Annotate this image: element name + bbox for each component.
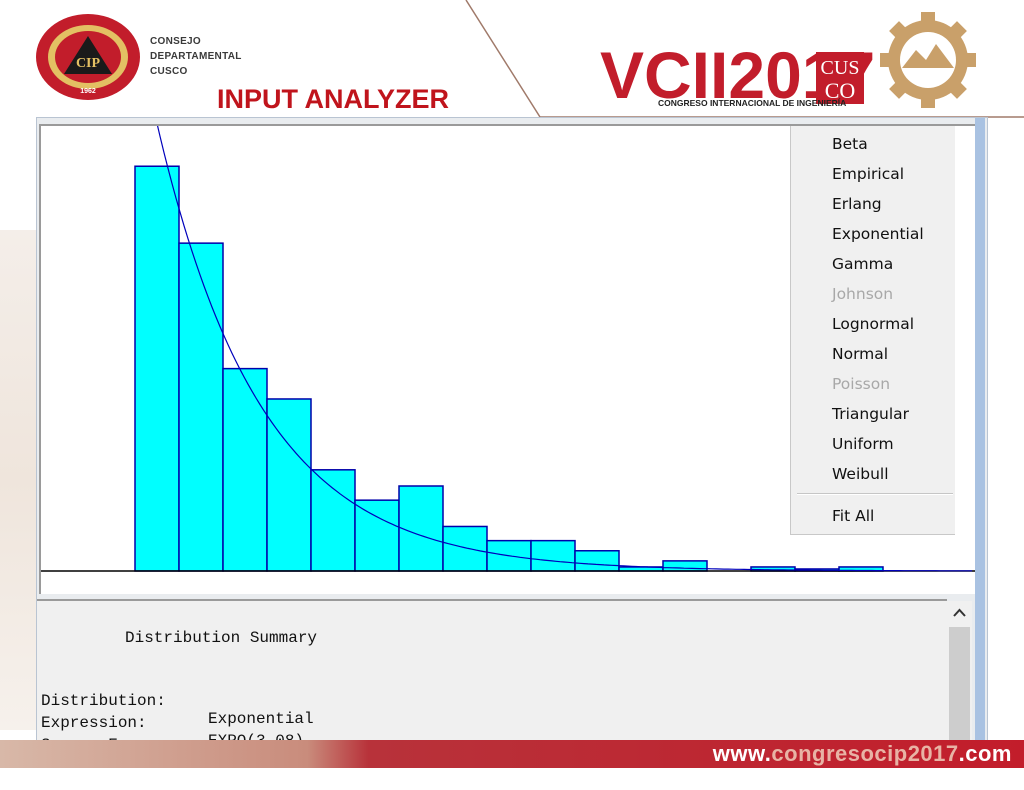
menu-item-beta[interactable]: Beta — [832, 135, 868, 153]
vcii-city-top: CUS — [821, 57, 860, 79]
summary-label: Expression: — [41, 714, 147, 732]
org-line-2: DEPARTAMENTAL — [150, 51, 242, 62]
menu-item-gamma[interactable]: Gamma — [832, 255, 894, 273]
summary-label: Distribution: — [41, 692, 166, 710]
window-right-border — [975, 118, 985, 758]
distribution-fit-menu: Beta Empirical Erlang Exponential Gamma Johns… — [790, 126, 955, 535]
menu-item-poisson: Poisson — [832, 375, 891, 393]
fitted-exponential-curve — [156, 126, 972, 572]
org-line-3: CUSCO — [150, 66, 188, 77]
distribution-summary-pane: Distribution Summary Distribution: Expon… — [37, 599, 947, 772]
menu-item-fit-all[interactable]: Fit All — [832, 507, 875, 525]
scroll-up-arrow-icon[interactable] — [951, 603, 968, 623]
histogram-bar — [442, 525, 488, 572]
histogram-bar — [530, 539, 576, 572]
menu-item-triangular[interactable]: Triangular — [832, 405, 910, 423]
vcii-subtitle: CONGRESO INTERNACIONAL DE INGENIERÍA — [658, 98, 846, 108]
website-url[interactable]: www.congresocip2017.com — [713, 741, 1012, 767]
footer-bar — [0, 740, 1024, 768]
left-decorative-band — [0, 230, 40, 730]
summary-row-distribution: Distribution: Exponential — [37, 674, 314, 746]
org-name: CONSEJO DEPARTAMENTAL CUSCO — [150, 34, 242, 79]
menu-item-empirical[interactable]: Empirical — [832, 165, 905, 183]
org-line-1: CONSEJO — [150, 36, 202, 47]
vcii-city-bottom: CO — [825, 78, 856, 103]
menu-item-lognormal[interactable]: Lognormal — [832, 315, 914, 333]
menu-item-uniform[interactable]: Uniform — [832, 435, 894, 453]
website-suffix: .com — [958, 741, 1012, 766]
summary-value: Exponential — [208, 710, 314, 728]
website-domain: congresocip2017 — [771, 741, 959, 766]
histogram-bar — [398, 485, 444, 572]
menu-item-normal[interactable]: Normal — [832, 345, 889, 363]
menu-item-erlang[interactable]: Erlang — [832, 195, 882, 213]
summary-scrollbar[interactable] — [947, 601, 972, 757]
summary-title: Distribution Summary — [125, 629, 318, 647]
cip-logo-icon: CIP 1962 — [36, 14, 140, 100]
scrollbar-thumb[interactable] — [949, 627, 970, 757]
vcii-2017-logo-icon: VCII2017 CUS CO CONGRESO INTERNACIONAL D… — [600, 12, 976, 110]
menu-item-weibull[interactable]: Weibull — [832, 465, 889, 483]
menu-item-exponential[interactable]: Exponential — [832, 225, 924, 243]
histogram-bar — [354, 499, 400, 572]
website-prefix: www. — [712, 741, 772, 766]
histogram-bar — [310, 469, 356, 572]
cip-year: 1962 — [80, 88, 96, 95]
menu-separator — [797, 493, 953, 495]
histogram-bar — [178, 242, 224, 572]
histogram-bar — [662, 560, 708, 572]
cip-letters: CIP — [76, 56, 101, 71]
menu-item-johnson: Johnson — [832, 285, 894, 303]
slide-title: INPUT ANALYZER — [217, 84, 450, 114]
histogram-bar — [222, 367, 268, 572]
histogram-bar — [134, 165, 180, 572]
histogram-bar — [574, 550, 620, 572]
histogram-chart — [41, 126, 975, 572]
histogram-bar — [266, 398, 312, 572]
